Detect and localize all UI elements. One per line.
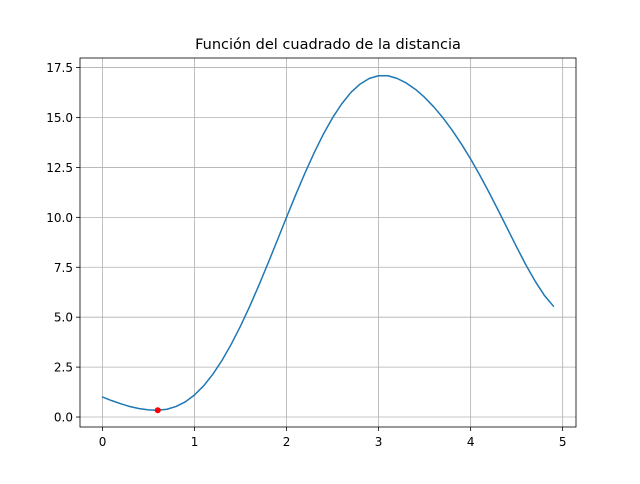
grid <box>80 58 576 427</box>
x-tick-label: 0 <box>99 435 107 449</box>
y-tick-label: 17.5 <box>46 61 73 75</box>
series-group <box>101 75 555 414</box>
y-tick-label: 2.5 <box>54 361 73 375</box>
chart-title: Función del cuadrado de la distancia <box>195 37 461 53</box>
x-tick-label: 4 <box>467 435 475 449</box>
axes-frame <box>79 57 577 428</box>
x-tick-label: 5 <box>559 435 567 449</box>
y-tick-label: 15.0 <box>46 111 73 125</box>
y-tick-label: 0.0 <box>54 411 73 425</box>
y-tick-label: 10.0 <box>46 211 73 225</box>
x-tick-label: 3 <box>375 435 383 449</box>
y-tick-label: 12.5 <box>46 161 73 175</box>
x-tick-label: 1 <box>191 435 199 449</box>
y-tick-label: 5.0 <box>54 311 73 325</box>
x-tick-label: 2 <box>283 435 291 449</box>
axes: 0 1 2 3 4 5 0.0 2.5 5.0 7.5 10.0 12.5 15.0 17.5 <box>46 57 577 449</box>
series-line <box>101 75 555 411</box>
y-tick-label: 7.5 <box>54 261 73 275</box>
minimum-point-marker <box>154 407 161 414</box>
